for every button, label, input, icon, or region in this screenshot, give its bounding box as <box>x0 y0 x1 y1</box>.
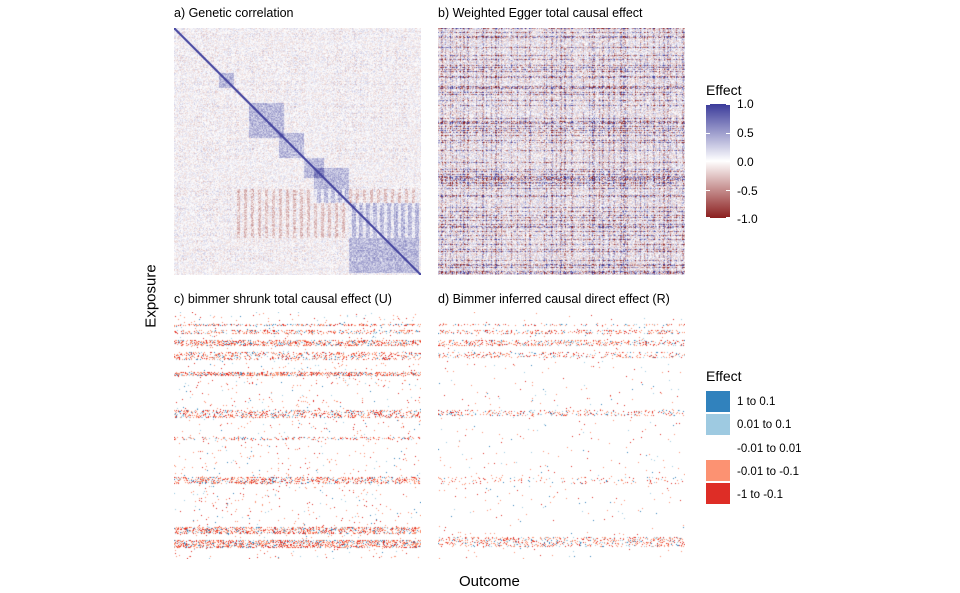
legend-tick-label: -0.5 <box>737 184 758 198</box>
legend-tick-label: -1.0 <box>737 212 758 226</box>
legend-tick-mark <box>726 104 730 105</box>
x-axis-label: Outcome <box>459 573 520 590</box>
legend-tick-mark <box>726 190 730 191</box>
bimmer-direct-effect-heatmap <box>438 312 685 559</box>
legend-key-label: 1 to 0.1 <box>737 396 776 408</box>
legend-tick-label: 0.0 <box>737 155 754 169</box>
legend-tick-mark <box>706 133 710 134</box>
legend-tick-mark <box>706 104 710 105</box>
genetic-correlation-heatmap <box>174 28 421 275</box>
bimmer-total-effect-heatmap <box>174 312 421 559</box>
legend-tick-mark <box>706 217 710 218</box>
discrete-legend-title: Effect <box>706 368 742 384</box>
panel-c-title: c) bimmer shrunk total causal effect (U) <box>174 292 392 306</box>
continuous-legend-title: Effect <box>706 82 742 98</box>
legend-tick-mark <box>726 217 730 218</box>
panel-d-heatmap <box>438 312 685 559</box>
legend-tick-mark <box>726 161 730 162</box>
legend-key-label: -0.01 to -0.1 <box>737 466 800 478</box>
y-axis-label: Exposure <box>142 264 160 328</box>
panel-b-heatmap <box>438 28 685 275</box>
panel-d-title: d) Bimmer inferred causal direct effect … <box>438 292 670 306</box>
legend-key-weak-negative <box>706 460 730 481</box>
legend-tick-mark <box>706 190 710 191</box>
legend-tick-mark <box>706 161 710 162</box>
egger-total-effect-heatmap <box>438 28 685 275</box>
legend-key-label: 0.01 to 0.1 <box>737 419 792 431</box>
panel-a-title: a) Genetic correlation <box>174 6 294 20</box>
panel-c-heatmap <box>174 312 421 559</box>
panel-b-title: b) Weighted Egger total causal effect <box>438 6 643 20</box>
legend-key-weak-positive <box>706 414 730 435</box>
legend-tick-mark <box>726 133 730 134</box>
legend-key-null <box>706 437 730 458</box>
legend-key-strong-negative <box>706 483 730 504</box>
legend-key-strong-positive <box>706 391 730 412</box>
legend-key-label: -1 to -0.1 <box>737 489 784 501</box>
legend-key-label: -0.01 to 0.01 <box>737 443 802 455</box>
legend-tick-label: 0.5 <box>737 126 754 140</box>
panel-a-heatmap <box>174 28 421 275</box>
legend-tick-label: 1.0 <box>737 97 754 111</box>
